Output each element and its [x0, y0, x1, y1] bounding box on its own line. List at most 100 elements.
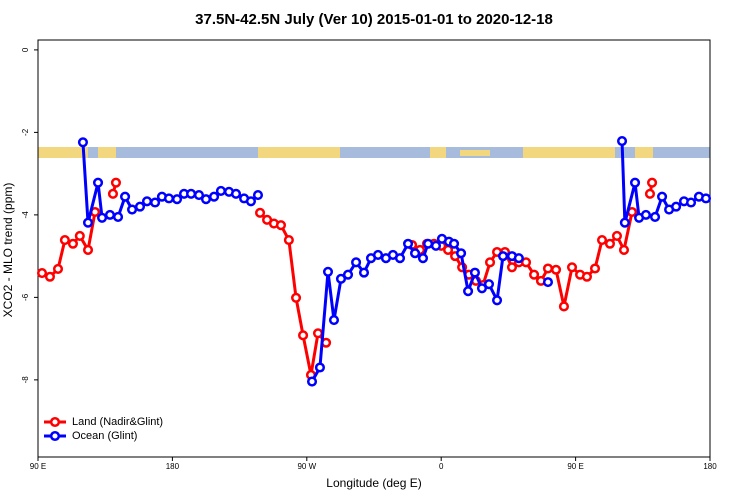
- point: [255, 207, 266, 218]
- point: [322, 266, 334, 277]
- point: [671, 201, 682, 212]
- point: [484, 257, 496, 268]
- point: [335, 273, 347, 284]
- chart-title: 37.5N-42.5N July (Ver 10) 2015-01-01 to …: [195, 11, 553, 28]
- legend-label: Land (Nadir&Glint): [72, 416, 163, 428]
- y-tick-label: -2: [21, 128, 30, 136]
- point: [394, 253, 406, 264]
- point: [342, 269, 354, 280]
- point: [290, 292, 302, 303]
- point: [120, 191, 131, 202]
- point: [200, 194, 212, 205]
- point: [506, 262, 518, 273]
- point: [616, 136, 628, 147]
- y-tick-label: -6: [21, 293, 30, 301]
- x-tick-label: 90 W: [297, 462, 316, 471]
- legend-marker: [49, 430, 61, 442]
- point: [469, 267, 480, 278]
- point: [252, 190, 264, 201]
- point: [463, 286, 474, 297]
- point: [59, 234, 70, 246]
- x-tick-label: 90 E: [567, 462, 583, 471]
- point: [423, 238, 434, 249]
- legend-label: Ocean (Glint): [72, 430, 137, 442]
- point: [618, 244, 630, 255]
- x-tick-label: 0: [439, 462, 444, 471]
- point: [110, 177, 122, 188]
- point: [596, 234, 608, 246]
- point: [558, 301, 570, 312]
- point: [448, 238, 460, 249]
- point: [150, 197, 161, 208]
- point: [163, 193, 175, 204]
- point: [82, 244, 94, 255]
- point: [520, 257, 532, 268]
- point: [193, 190, 205, 201]
- point: [410, 248, 421, 259]
- point: [312, 328, 324, 339]
- x-axis-label: Longitude (deg E): [326, 476, 421, 490]
- point: [619, 217, 630, 228]
- point: [134, 201, 146, 212]
- point: [372, 249, 384, 260]
- x-tick-label: 90 E: [30, 462, 46, 471]
- point: [52, 263, 64, 274]
- point: [275, 220, 287, 231]
- x-tick-label: 180: [166, 462, 180, 471]
- map-strip: [38, 147, 710, 158]
- point: [542, 277, 554, 288]
- point: [298, 330, 309, 341]
- point: [483, 279, 495, 290]
- point: [215, 185, 226, 197]
- point: [629, 177, 641, 188]
- point: [77, 137, 88, 148]
- point: [67, 238, 78, 249]
- legend-marker: [49, 416, 61, 428]
- point: [92, 177, 104, 188]
- point: [171, 194, 183, 205]
- point: [476, 283, 488, 294]
- point: [657, 191, 668, 202]
- point: [186, 188, 197, 199]
- point: [611, 230, 623, 241]
- point: [417, 253, 429, 264]
- point: [112, 211, 124, 222]
- point: [589, 263, 601, 274]
- point: [566, 262, 578, 273]
- point: [581, 271, 592, 282]
- point: [141, 196, 153, 207]
- point: [209, 191, 220, 202]
- point: [430, 240, 442, 251]
- point: [700, 193, 712, 204]
- point: [497, 251, 509, 262]
- point: [44, 271, 55, 282]
- point: [230, 188, 242, 199]
- point: [328, 315, 340, 326]
- point: [647, 177, 658, 188]
- y-tick-label: 0: [21, 47, 30, 52]
- point: [104, 209, 116, 220]
- point: [107, 188, 119, 199]
- point: [402, 238, 414, 249]
- series-line: [81, 141, 707, 383]
- point: [529, 269, 540, 280]
- point: [306, 376, 318, 387]
- y-tick-label: -8: [21, 376, 30, 384]
- point: [245, 196, 256, 207]
- point: [640, 209, 651, 220]
- point: [513, 253, 524, 264]
- point: [82, 217, 94, 228]
- point: [456, 248, 467, 259]
- point: [314, 362, 325, 373]
- point: [649, 211, 661, 222]
- point: [283, 234, 294, 246]
- point: [74, 230, 85, 241]
- plot-frame: [37, 39, 711, 458]
- x-tick-label: 180: [703, 462, 717, 471]
- point: [492, 295, 503, 306]
- point: [644, 188, 656, 199]
- point: [351, 257, 362, 268]
- point: [127, 204, 138, 215]
- point: [97, 212, 108, 223]
